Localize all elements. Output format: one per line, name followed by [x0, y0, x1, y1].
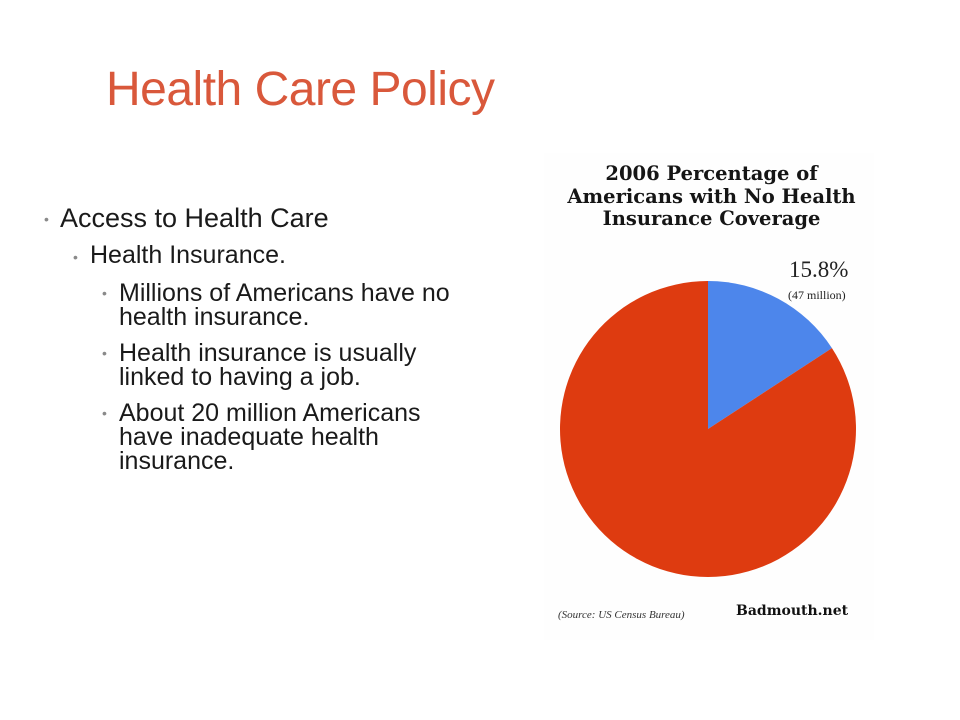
pie-slice-0 — [708, 281, 832, 429]
chart-title-line: Americans with No Health — [567, 184, 856, 208]
bullet-text: Millions of Americans have no health ins… — [119, 279, 450, 331]
chart-title-line: 2006 Percentage of — [605, 162, 818, 185]
chart-title-line: Insurance Coverage — [602, 207, 821, 231]
bullet-list: • Access to Health Care • Health Insuran… — [44, 205, 464, 485]
slide-title: Health Care Policy — [106, 63, 495, 116]
bullet-text: About 20 million Americans have inadequa… — [119, 399, 421, 475]
chart-title: 2006 Percentage of Americans with No Hea… — [544, 162, 879, 231]
bullet-inadequate-insurance: • About 20 million Americans have inadeq… — [44, 399, 464, 475]
bullet-linked-to-job: • Health insurance is usually linked to … — [44, 339, 464, 391]
bullet-access-to-health-care: • Access to Health Care — [44, 205, 464, 232]
chart-source: (Source: US Census Bureau) — [558, 609, 685, 621]
slice-label: 15.8% — [789, 257, 849, 282]
pie-slice-1 — [560, 281, 856, 577]
bullet-text: Health insurance is usually linked to ha… — [119, 339, 417, 391]
bullet-millions-uninsured: • Millions of Americans have no health i… — [44, 279, 464, 331]
bullet-dot-icon: • — [73, 249, 78, 265]
slice-sublabel: (47 million) — [788, 288, 846, 302]
pie-chart — [560, 281, 856, 577]
bullet-text: Access to Health Care — [60, 203, 329, 233]
bullet-dot-icon: • — [102, 345, 107, 361]
bullet-health-insurance: • Health Insurance. — [44, 243, 464, 268]
pie-chart-figure: 2006 Percentage of Americans with No Hea… — [544, 153, 874, 640]
chart-credit: Badmouth.net — [736, 603, 849, 619]
bullet-dot-icon: • — [102, 405, 107, 421]
bullet-dot-icon: • — [102, 285, 107, 301]
bullet-dot-icon: • — [44, 211, 49, 227]
bullet-text: Health Insurance. — [90, 241, 286, 269]
